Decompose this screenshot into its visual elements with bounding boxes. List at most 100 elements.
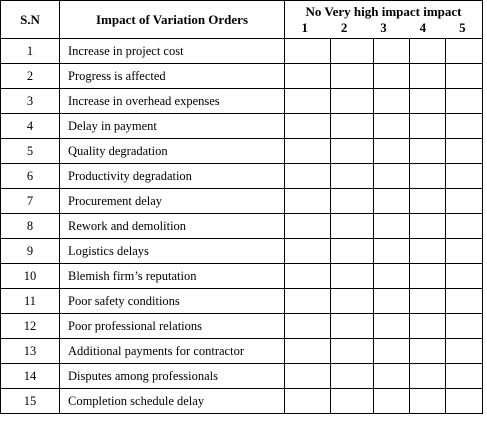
rating-cell-5[interactable] bbox=[445, 313, 483, 339]
row-impact: Delay in payment bbox=[59, 113, 285, 139]
rating-cell-1[interactable] bbox=[284, 213, 331, 239]
table-row: 13 Additional payments for contractor bbox=[0, 338, 483, 364]
rating-cell-5[interactable] bbox=[445, 388, 483, 414]
rating-cell-1[interactable] bbox=[284, 338, 331, 364]
rating-cell-3[interactable] bbox=[373, 38, 410, 64]
rating-cell-4[interactable] bbox=[409, 213, 446, 239]
row-sn: 8 bbox=[0, 213, 60, 239]
rating-cell-4[interactable] bbox=[409, 363, 446, 389]
row-sn: 13 bbox=[0, 338, 60, 364]
rating-cell-1[interactable] bbox=[284, 188, 331, 214]
row-sn: 15 bbox=[0, 388, 60, 414]
rating-cell-1[interactable] bbox=[284, 288, 331, 314]
rating-cell-4[interactable] bbox=[409, 188, 446, 214]
row-sn: 2 bbox=[0, 63, 60, 89]
rating-cell-2[interactable] bbox=[330, 213, 374, 239]
rating-cell-1[interactable] bbox=[284, 313, 331, 339]
rating-cell-3[interactable] bbox=[373, 88, 410, 114]
rating-cell-4[interactable] bbox=[409, 38, 446, 64]
rating-cell-3[interactable] bbox=[373, 363, 410, 389]
rating-cell-5[interactable] bbox=[445, 213, 483, 239]
rating-cell-3[interactable] bbox=[373, 263, 410, 289]
rating-cell-2[interactable] bbox=[330, 63, 374, 89]
rating-cell-2[interactable] bbox=[330, 338, 374, 364]
rating-cell-3[interactable] bbox=[373, 313, 410, 339]
rating-cell-2[interactable] bbox=[330, 263, 374, 289]
rating-cell-2[interactable] bbox=[330, 163, 374, 189]
rating-cell-4[interactable] bbox=[409, 338, 446, 364]
row-impact: Productivity degradation bbox=[59, 163, 285, 189]
rating-cell-4[interactable] bbox=[409, 63, 446, 89]
rating-cell-1[interactable] bbox=[284, 138, 331, 164]
rating-cell-1[interactable] bbox=[284, 238, 331, 264]
row-sn: 5 bbox=[0, 138, 60, 164]
rating-cell-3[interactable] bbox=[373, 238, 410, 264]
table-row: 10 Blemish firm’s reputation bbox=[0, 263, 483, 289]
rating-cell-3[interactable] bbox=[373, 138, 410, 164]
rating-cell-2[interactable] bbox=[330, 88, 374, 114]
rating-cell-5[interactable] bbox=[445, 338, 483, 364]
rating-cell-2[interactable] bbox=[330, 388, 374, 414]
rating-cell-1[interactable] bbox=[284, 63, 331, 89]
rating-cell-1[interactable] bbox=[284, 388, 331, 414]
rating-cell-2[interactable] bbox=[330, 188, 374, 214]
table-row: 1 Increase in project cost bbox=[0, 38, 483, 64]
rating-cell-5[interactable] bbox=[445, 163, 483, 189]
rating-cell-1[interactable] bbox=[284, 163, 331, 189]
scale-number-5: 5 bbox=[459, 20, 466, 35]
rating-cell-3[interactable] bbox=[373, 213, 410, 239]
rating-cell-2[interactable] bbox=[330, 138, 374, 164]
rating-cell-2[interactable] bbox=[330, 38, 374, 64]
rating-cell-2[interactable] bbox=[330, 288, 374, 314]
row-sn: 7 bbox=[0, 188, 60, 214]
rating-cell-5[interactable] bbox=[445, 288, 483, 314]
rating-cell-5[interactable] bbox=[445, 238, 483, 264]
rating-cell-1[interactable] bbox=[284, 38, 331, 64]
rating-cell-2[interactable] bbox=[330, 113, 374, 139]
rating-cell-4[interactable] bbox=[409, 313, 446, 339]
rating-cell-4[interactable] bbox=[409, 163, 446, 189]
rating-cell-5[interactable] bbox=[445, 138, 483, 164]
rating-cell-5[interactable] bbox=[445, 38, 483, 64]
rating-cell-4[interactable] bbox=[409, 263, 446, 289]
rating-cell-1[interactable] bbox=[284, 113, 331, 139]
rating-cell-3[interactable] bbox=[373, 338, 410, 364]
rating-cell-5[interactable] bbox=[445, 113, 483, 139]
row-impact: Rework and demolition bbox=[59, 213, 285, 239]
row-sn: 1 bbox=[0, 38, 60, 64]
rating-cell-1[interactable] bbox=[284, 88, 331, 114]
row-sn: 3 bbox=[0, 88, 60, 114]
rating-cell-5[interactable] bbox=[445, 263, 483, 289]
rating-cell-2[interactable] bbox=[330, 363, 374, 389]
rating-cell-2[interactable] bbox=[330, 313, 374, 339]
rating-cell-5[interactable] bbox=[445, 88, 483, 114]
rating-cell-4[interactable] bbox=[409, 238, 446, 264]
rating-cell-2[interactable] bbox=[330, 238, 374, 264]
rating-cell-1[interactable] bbox=[284, 363, 331, 389]
rating-cell-4[interactable] bbox=[409, 113, 446, 139]
rating-cell-1[interactable] bbox=[284, 263, 331, 289]
rating-cell-4[interactable] bbox=[409, 288, 446, 314]
rating-cell-3[interactable] bbox=[373, 113, 410, 139]
impact-rating-table: S.N Impact of Variation Orders No Very h… bbox=[0, 0, 483, 414]
table-row: 8 Rework and demolition bbox=[0, 213, 483, 239]
table-row: 15 Completion schedule delay bbox=[0, 388, 483, 414]
scale-title: No Very high impact impact bbox=[305, 4, 462, 19]
rating-cell-5[interactable] bbox=[445, 63, 483, 89]
row-sn: 6 bbox=[0, 163, 60, 189]
table-row: 5 Quality degradation bbox=[0, 138, 483, 164]
rating-cell-3[interactable] bbox=[373, 388, 410, 414]
table-row: 9 Logistics delays bbox=[0, 238, 483, 264]
rating-cell-4[interactable] bbox=[409, 388, 446, 414]
row-impact: Additional payments for contractor bbox=[59, 338, 285, 364]
rating-cell-4[interactable] bbox=[409, 88, 446, 114]
scale-number-1: 1 bbox=[301, 20, 308, 35]
rating-cell-3[interactable] bbox=[373, 63, 410, 89]
rating-cell-5[interactable] bbox=[445, 363, 483, 389]
rating-cell-5[interactable] bbox=[445, 188, 483, 214]
rating-cell-4[interactable] bbox=[409, 138, 446, 164]
rating-cell-3[interactable] bbox=[373, 188, 410, 214]
row-impact: Increase in project cost bbox=[59, 38, 285, 64]
rating-cell-3[interactable] bbox=[373, 163, 410, 189]
rating-cell-3[interactable] bbox=[373, 288, 410, 314]
